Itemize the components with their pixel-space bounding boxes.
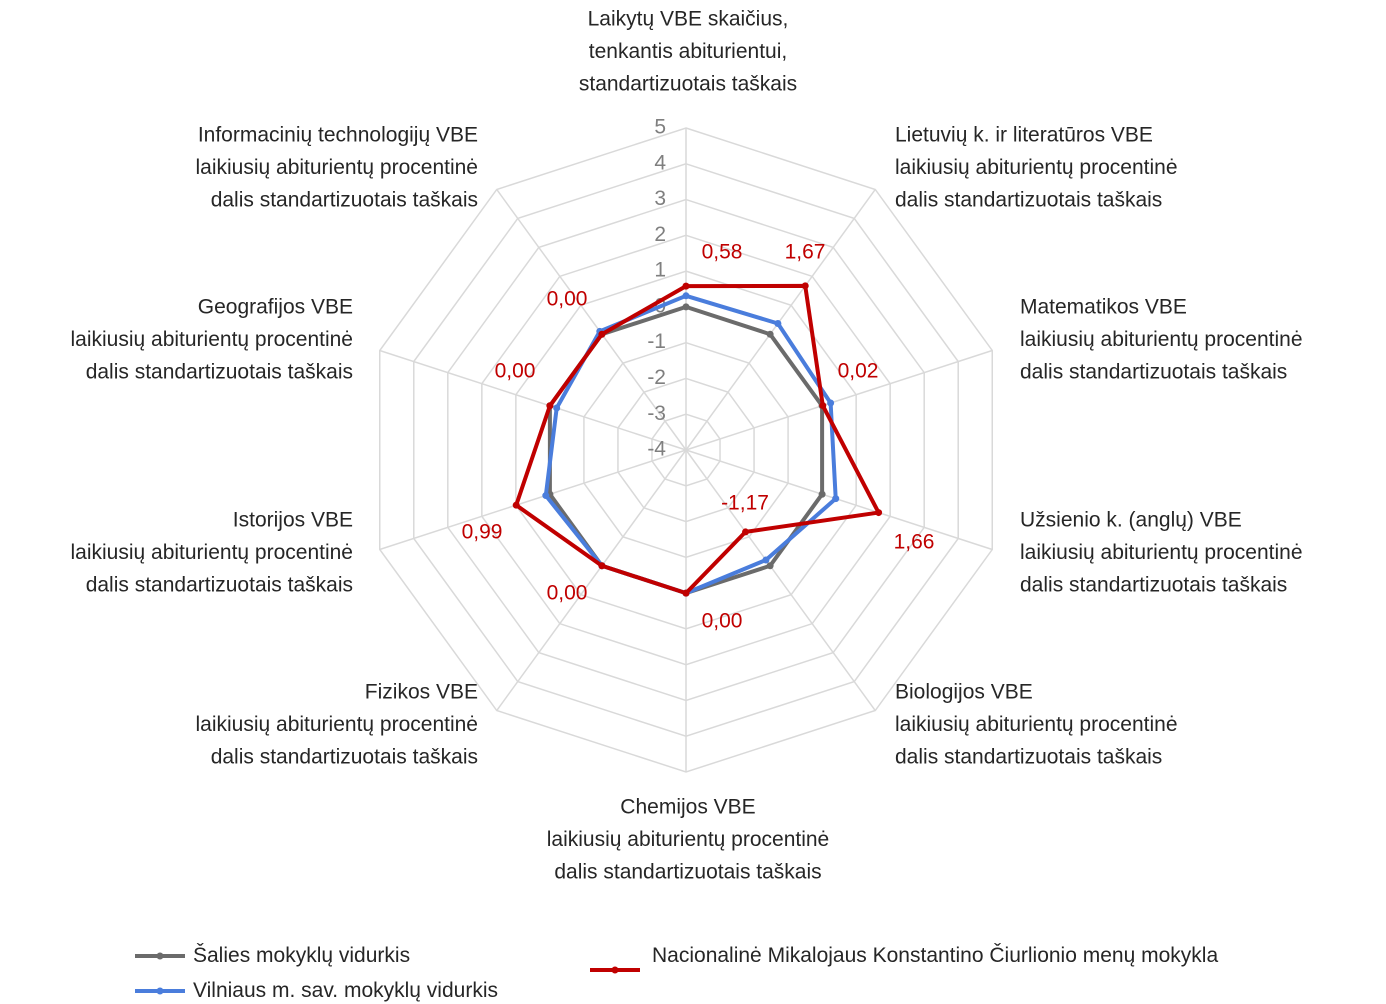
data-label: 0,02	[838, 360, 879, 383]
category-label: Fizikos VBE	[365, 681, 478, 704]
category-label: dalis standartizuotais taškais	[1020, 361, 1287, 384]
spoke	[379, 449, 687, 551]
category-label: laikiusių abiturientų procentinė	[195, 713, 478, 736]
data-label: 0,00	[702, 610, 743, 633]
point	[682, 303, 690, 311]
data-label: 0,00	[547, 288, 588, 311]
point	[832, 495, 840, 503]
point	[801, 282, 809, 290]
category-label: laikiusių abiturientų procentinė	[895, 713, 1178, 736]
point	[742, 528, 750, 536]
category-label: dalis standartizuotais taškais	[86, 574, 353, 597]
spoke	[496, 449, 687, 711]
point	[682, 589, 690, 597]
r-tick-label: -2	[647, 366, 666, 389]
legend-label: Vilniaus m. sav. mokyklų vidurkis	[193, 979, 498, 1002]
data-label: -1,17	[721, 492, 769, 515]
r-tick-label: 4	[654, 151, 666, 174]
category-label: laikiusių abiturientų procentinė	[70, 541, 353, 564]
point	[875, 509, 883, 517]
point	[818, 490, 826, 498]
point	[598, 330, 606, 338]
category-label: laikiusių abiturientų procentinė	[70, 328, 353, 351]
spoke	[685, 349, 993, 451]
category-label: Lietuvių k. ir literatūros VBE	[895, 124, 1153, 147]
point	[762, 556, 770, 564]
category-label: standartizuotais taškais	[579, 73, 797, 96]
spoke	[496, 189, 687, 451]
category-label: dalis standartizuotais taškais	[895, 189, 1162, 212]
category-label: Matematikos VBE	[1020, 296, 1187, 319]
point	[512, 501, 520, 509]
category-label: dalis standartizuotais taškais	[86, 361, 353, 384]
category-label: tenkantis abiturientui,	[589, 40, 787, 63]
legend-marker	[156, 952, 164, 960]
category-label: laikiusių abiturientų procentinė	[195, 156, 478, 179]
category-label: Geografijos VBE	[198, 296, 353, 319]
point	[553, 404, 561, 412]
r-tick-label: 3	[654, 187, 666, 210]
point	[819, 402, 827, 410]
category-label: dalis standartizuotais taškais	[211, 746, 478, 769]
data-label: 0,00	[495, 360, 536, 383]
r-tick-label: 5	[654, 116, 666, 139]
data-label: 0,58	[702, 241, 743, 264]
data-label: 0,00	[547, 582, 588, 605]
category-label: Informacinių technologijų VBE	[198, 124, 478, 147]
series-line	[514, 283, 881, 596]
category-label: laikiusių abiturientų procentinė	[1020, 328, 1303, 351]
spoke	[685, 449, 876, 711]
point	[598, 562, 606, 570]
category-label: laikiusių abiturientų procentinė	[895, 156, 1178, 179]
data-label: 1,67	[785, 241, 826, 264]
point	[827, 399, 835, 407]
category-label: Chemijos VBE	[620, 796, 755, 819]
point	[766, 562, 774, 570]
spoke	[685, 449, 993, 551]
category-label: laikiusių abiturientų procentinė	[547, 828, 830, 851]
r-tick-label: -4	[647, 438, 666, 461]
point	[682, 282, 690, 290]
category-label: dalis standartizuotais taškais	[554, 861, 821, 884]
category-label: Laikytų VBE skaičius,	[588, 8, 789, 31]
category-label: dalis standartizuotais taškais	[211, 189, 478, 212]
category-label: laikiusių abiturientų procentinė	[1020, 541, 1303, 564]
r-tick-label: -3	[647, 402, 666, 425]
point	[766, 330, 774, 338]
r-tick-label: -1	[647, 330, 666, 353]
data-label: 1,66	[894, 531, 935, 554]
point	[682, 292, 690, 300]
spoke	[379, 349, 687, 451]
category-label: dalis standartizuotais taškais	[895, 746, 1162, 769]
category-label: Biologijos VBE	[895, 681, 1033, 704]
point	[774, 320, 782, 328]
legend-label: Nacionalinė Mikalojaus Konstantino Čiurl…	[652, 944, 1219, 967]
category-label: dalis standartizuotais taškais	[1020, 574, 1287, 597]
category-label: Užsienio k. (anglų) VBE	[1020, 509, 1242, 532]
legend-marker	[611, 966, 619, 974]
point	[542, 492, 550, 500]
spoke	[685, 189, 876, 451]
r-tick-label: 2	[654, 223, 666, 246]
legend-marker	[156, 987, 164, 995]
point	[546, 402, 554, 410]
r-tick-label: 1	[654, 259, 666, 282]
legend-label: Šalies mokyklų vidurkis	[193, 944, 411, 967]
category-label: Istorijos VBE	[233, 509, 353, 532]
data-label: 0,99	[462, 521, 503, 544]
